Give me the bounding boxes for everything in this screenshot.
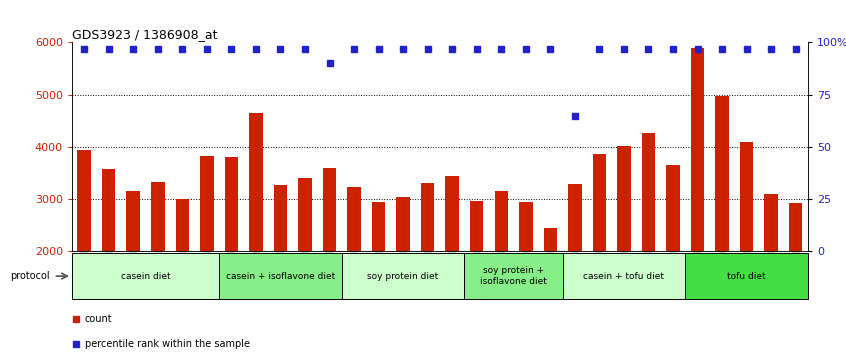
Bar (765, 194, 777, 251)
Bar (127, 191, 140, 251)
Bar (176, 199, 189, 251)
Bar (78, 149, 91, 251)
Bar (740, 142, 753, 251)
Text: tofu diet: tofu diet (728, 272, 766, 281)
Bar (299, 178, 311, 251)
Bar (569, 184, 581, 251)
Text: GDS3923 / 1386908_at: GDS3923 / 1386908_at (72, 28, 217, 41)
FancyBboxPatch shape (563, 253, 685, 299)
Bar (274, 184, 287, 251)
Bar (618, 146, 630, 251)
Bar (716, 96, 728, 251)
Bar (446, 176, 459, 251)
Bar (372, 202, 385, 251)
Text: casein + tofu diet: casein + tofu diet (584, 272, 664, 281)
Bar (151, 182, 164, 251)
FancyBboxPatch shape (464, 253, 563, 299)
Bar (397, 196, 409, 251)
Text: casein + isoflavone diet: casein + isoflavone diet (226, 272, 335, 281)
Bar (348, 187, 360, 251)
FancyBboxPatch shape (219, 253, 342, 299)
Text: soy protein +
isoflavone diet: soy protein + isoflavone diet (480, 267, 547, 286)
Text: percentile rank within the sample: percentile rank within the sample (85, 339, 250, 349)
Bar (519, 202, 532, 251)
Bar (642, 133, 655, 251)
Text: protocol: protocol (10, 271, 50, 281)
FancyBboxPatch shape (685, 253, 808, 299)
Bar (225, 157, 238, 251)
Text: soy protein diet: soy protein diet (367, 272, 439, 281)
Bar (593, 154, 606, 251)
FancyBboxPatch shape (72, 253, 219, 299)
Bar (102, 169, 115, 251)
Bar (421, 183, 434, 251)
Bar (789, 203, 802, 251)
Bar (250, 114, 262, 251)
Bar (691, 48, 704, 251)
Bar (470, 201, 483, 251)
Bar (323, 168, 336, 251)
Bar (667, 165, 679, 251)
Bar (201, 156, 213, 251)
FancyBboxPatch shape (342, 253, 464, 299)
Bar (544, 228, 557, 251)
Text: count: count (85, 314, 113, 324)
Text: casein diet: casein diet (121, 272, 170, 281)
Bar (495, 191, 508, 251)
